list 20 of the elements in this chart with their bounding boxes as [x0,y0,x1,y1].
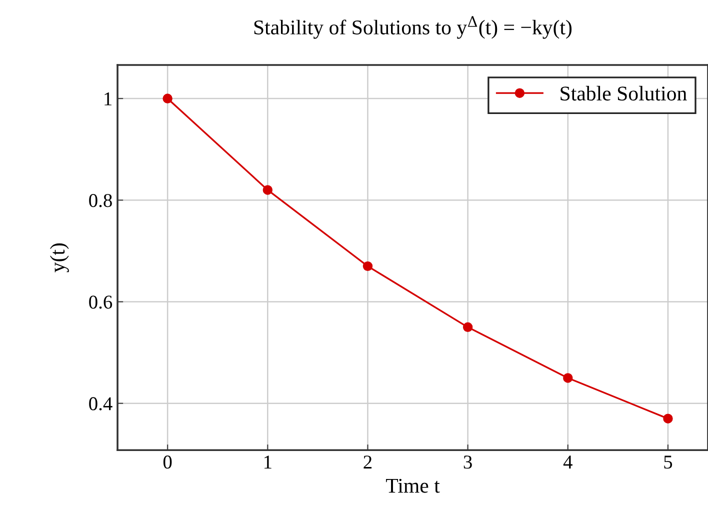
point [663,414,673,424]
point [362,261,373,272]
point [162,94,172,104]
point [462,322,473,332]
x-tick-label: 3 [464,456,472,469]
x-tick-label: 4 [563,456,572,468]
y-tick-label: 1 [104,92,112,106]
point [262,185,273,195]
x-tick-label: 2 [364,456,372,468]
y-tick-label: 0.8 [89,194,112,208]
x-axis-title: Time t [386,478,440,493]
x-tick-label: 1 [264,456,272,468]
chart-title: Stability of Solutions to y$^{Δ}$(t) = −ky(t) [254,16,572,39]
x-tick-label: 5 [664,456,672,469]
x-tick-label: 0 [163,456,172,469]
legend-label: Stable Solution [560,86,687,101]
y-axis-title: y(t) [50,243,69,272]
point [563,373,573,383]
y-tick-label: 0.4 [89,397,112,410]
y-tick-label: 0.6 [89,296,112,309]
